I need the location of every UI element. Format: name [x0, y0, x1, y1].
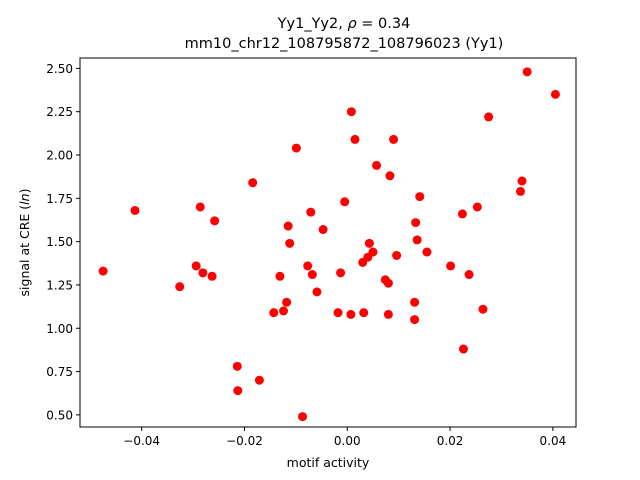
- data-point: [478, 304, 488, 314]
- data-point: [517, 176, 527, 186]
- x-tick-label: 0.04: [540, 434, 567, 448]
- data-point: [298, 412, 308, 422]
- data-point: [383, 309, 393, 319]
- y-tick-label: 0.75: [46, 365, 73, 379]
- data-point: [410, 297, 420, 307]
- data-point: [446, 261, 456, 271]
- data-point: [412, 235, 422, 245]
- data-point: [392, 250, 402, 260]
- y-axis-label: signal at CRE (ln): [17, 189, 32, 297]
- data-point: [458, 344, 468, 354]
- data-point: [312, 287, 322, 297]
- y-tick-label: 0.50: [46, 408, 73, 422]
- plot-frame: [79, 57, 577, 428]
- data-point: [359, 308, 369, 318]
- y-tick-label: 2.25: [46, 105, 73, 119]
- data-point: [372, 160, 382, 170]
- data-point: [515, 186, 525, 196]
- data-point: [232, 361, 242, 371]
- data-point: [383, 278, 393, 288]
- y-tick-label: 1.50: [46, 235, 73, 249]
- data-point: [279, 306, 289, 316]
- data-point: [175, 282, 185, 292]
- y-tick-label: 1.25: [46, 278, 73, 292]
- y-tick-label: 2.00: [46, 149, 73, 163]
- data-point: [130, 205, 140, 215]
- data-point: [291, 143, 301, 153]
- data-point: [275, 271, 285, 281]
- x-tick-label: −0.02: [226, 434, 263, 448]
- data-point: [207, 271, 217, 281]
- data-point: [410, 315, 420, 325]
- data-point: [333, 308, 343, 318]
- data-point: [303, 261, 313, 271]
- data-point: [98, 266, 108, 276]
- data-point: [336, 268, 346, 278]
- x-tick-label: −0.04: [123, 434, 160, 448]
- data-point: [550, 89, 560, 99]
- axis-ticks: −0.04 −0.02 0.00 0.02 0.04 0.50 0.75 1.00 1.25 1.…: [46, 62, 566, 448]
- data-point: [318, 225, 328, 235]
- data-point: [191, 261, 201, 271]
- data-point: [198, 268, 208, 278]
- data-point: [248, 178, 258, 188]
- data-point: [346, 309, 356, 319]
- data-point: [283, 221, 293, 231]
- data-point: [472, 202, 482, 212]
- data-point: [233, 386, 243, 396]
- data-point: [522, 67, 532, 77]
- data-point: [340, 197, 350, 207]
- data-point: [464, 270, 474, 280]
- data-point: [285, 238, 295, 248]
- data-point: [307, 270, 317, 280]
- data-points: [98, 67, 560, 422]
- data-point: [484, 112, 494, 122]
- data-point: [457, 209, 467, 219]
- x-tick-label: 0.02: [437, 434, 464, 448]
- data-point: [346, 107, 356, 117]
- x-tick-label: 0.00: [334, 434, 361, 448]
- data-point: [368, 247, 378, 257]
- data-point: [415, 192, 425, 202]
- data-point: [210, 216, 220, 226]
- data-point: [306, 207, 316, 217]
- chart-title-line2: mm10_chr12_108795872_108796023 (Yy1): [185, 36, 504, 52]
- data-point: [254, 375, 264, 385]
- data-point: [282, 297, 292, 307]
- y-tick-label: 2.50: [46, 62, 73, 76]
- chart-title-line1: Yy1_Yy2, ρ = 0.34: [277, 16, 411, 32]
- data-point: [350, 134, 360, 144]
- data-point: [389, 134, 399, 144]
- data-point: [422, 247, 432, 257]
- data-point: [195, 202, 205, 212]
- data-point: [385, 171, 395, 181]
- data-point: [411, 218, 421, 228]
- data-point: [269, 308, 279, 318]
- data-point: [364, 238, 374, 248]
- x-axis-label: motif activity: [287, 455, 370, 470]
- y-tick-label: 1.75: [46, 192, 73, 206]
- y-tick-label: 1.00: [46, 322, 73, 336]
